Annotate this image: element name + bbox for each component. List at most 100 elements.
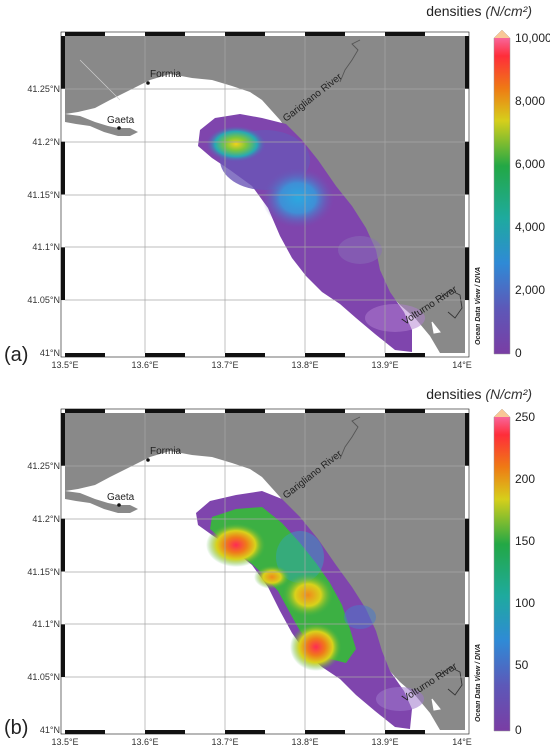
frame-segment: [465, 677, 469, 730]
frame-segment: [61, 571, 65, 625]
lat-tick: 41.25°N: [27, 84, 60, 94]
frame-segment: [305, 730, 345, 734]
colorbar: [493, 29, 511, 355]
frame-segment: [345, 353, 385, 357]
lon-tick: 13.8°E: [291, 360, 318, 370]
map-frame: [60, 31, 470, 358]
colorbar-tick: 2,000: [515, 283, 545, 297]
frame-segment: [65, 32, 105, 36]
frame-segment: [225, 730, 265, 734]
frame-segment: [105, 409, 145, 413]
frame-segment: [185, 730, 225, 734]
frame-segment: [61, 247, 65, 301]
density-blob: [365, 304, 425, 332]
gaeta-label: Gaeta: [107, 492, 135, 503]
formia-marker: [146, 81, 150, 85]
frame-segment: [385, 409, 425, 413]
density-hotspot: [290, 623, 342, 671]
colorbar-tick: 250: [515, 410, 535, 424]
frame-segment: [185, 353, 225, 357]
frame-segment: [305, 32, 345, 36]
frame-segment: [145, 32, 185, 36]
gaeta-marker: [117, 503, 121, 507]
frame-segment: [465, 465, 469, 519]
formia-marker: [146, 458, 150, 462]
colorbar-title: densities (N/cm²): [426, 3, 532, 19]
lon-tick: 13.7°E: [211, 360, 238, 370]
lon-tick: 13.5°E: [51, 737, 78, 747]
grid-lines: [65, 413, 465, 730]
colorbar-title: densities (N/cm²): [426, 386, 532, 402]
frame-segment: [145, 409, 185, 413]
colorbar-tick: 100: [515, 596, 535, 610]
lat-tick: 41.25°N: [27, 461, 60, 471]
gaeta-promontory: [65, 114, 138, 136]
frame-segment: [61, 677, 65, 730]
colorbar-unit: (N/cm²): [485, 3, 532, 19]
colorbar-tick: 0: [515, 346, 522, 360]
arrow-marker: [431, 321, 441, 334]
arrow-marker: [431, 698, 441, 711]
grid-lines: [65, 36, 465, 353]
frame-segment: [265, 730, 305, 734]
frame-segment: [265, 409, 305, 413]
map-frame: [60, 408, 470, 735]
lon-tick: 13.9°E: [371, 360, 398, 370]
frame-segment: [305, 409, 345, 413]
colorbar-cap: [494, 409, 510, 417]
formia-label: Formia: [150, 69, 182, 80]
frame-segment: [345, 409, 385, 413]
panel-label: (b): [4, 717, 29, 739]
frame-segment: [465, 300, 469, 353]
frame-segment: [185, 409, 225, 413]
frame-segment: [465, 36, 469, 89]
frame-segment: [105, 32, 145, 36]
lon-tick: 13.9°E: [371, 737, 398, 747]
density-hotspot: [206, 523, 266, 567]
panel-label: (a): [4, 344, 29, 366]
colorbar-tick: 10,000: [515, 31, 550, 45]
density-blob: [276, 531, 324, 583]
frame-segment: [305, 353, 345, 357]
lon-tick: 13.8°E: [291, 737, 318, 747]
density-hotspot: [282, 573, 334, 617]
odv-credit: Ocean Data View / DIVA: [475, 644, 482, 722]
frame-segment: [61, 465, 65, 519]
density-hotspot: [206, 126, 266, 162]
frame-segment: [465, 247, 469, 301]
volturno-river-line: [437, 289, 463, 319]
garigliano-river-line: [339, 39, 361, 83]
gaeta-promontory: [65, 491, 138, 513]
frame-segment: [61, 624, 65, 678]
lat-tick: 41.1°N: [32, 242, 60, 252]
lon-tick: 13.6°E: [131, 360, 158, 370]
lat-tick: 41.1°N: [32, 619, 60, 629]
frame-segment: [65, 730, 105, 734]
frame-segment: [465, 413, 469, 466]
frame-segment: [465, 624, 469, 678]
frame-outline: [60, 408, 470, 735]
formia-label: Formia: [150, 446, 182, 457]
map-svg: Formia Gaeta Garigliano River Volturno R…: [27, 408, 535, 747]
frame-segment: [185, 32, 225, 36]
colorbar-tick: 200: [515, 472, 535, 486]
frame-segment: [61, 413, 65, 466]
frame-segment: [145, 730, 185, 734]
frame-outline: [60, 31, 470, 358]
density-blob: [338, 236, 382, 264]
colorbar-tick: 0: [515, 723, 522, 737]
density-blob: [344, 605, 376, 629]
lon-tick: 13.5°E: [51, 360, 78, 370]
frame-segment: [425, 32, 465, 36]
frame-segment: [465, 571, 469, 625]
frame-segment: [105, 730, 145, 734]
colorbar-unit: (N/cm²): [485, 386, 532, 402]
frame-segment: [385, 353, 425, 357]
density-blob: [262, 168, 334, 228]
frame-segment: [145, 353, 185, 357]
frame-segment: [465, 141, 469, 195]
lat-tick: 41°N: [40, 348, 60, 358]
frame-segment: [225, 409, 265, 413]
frame-segment: [265, 353, 305, 357]
frame-segment: [61, 300, 65, 353]
